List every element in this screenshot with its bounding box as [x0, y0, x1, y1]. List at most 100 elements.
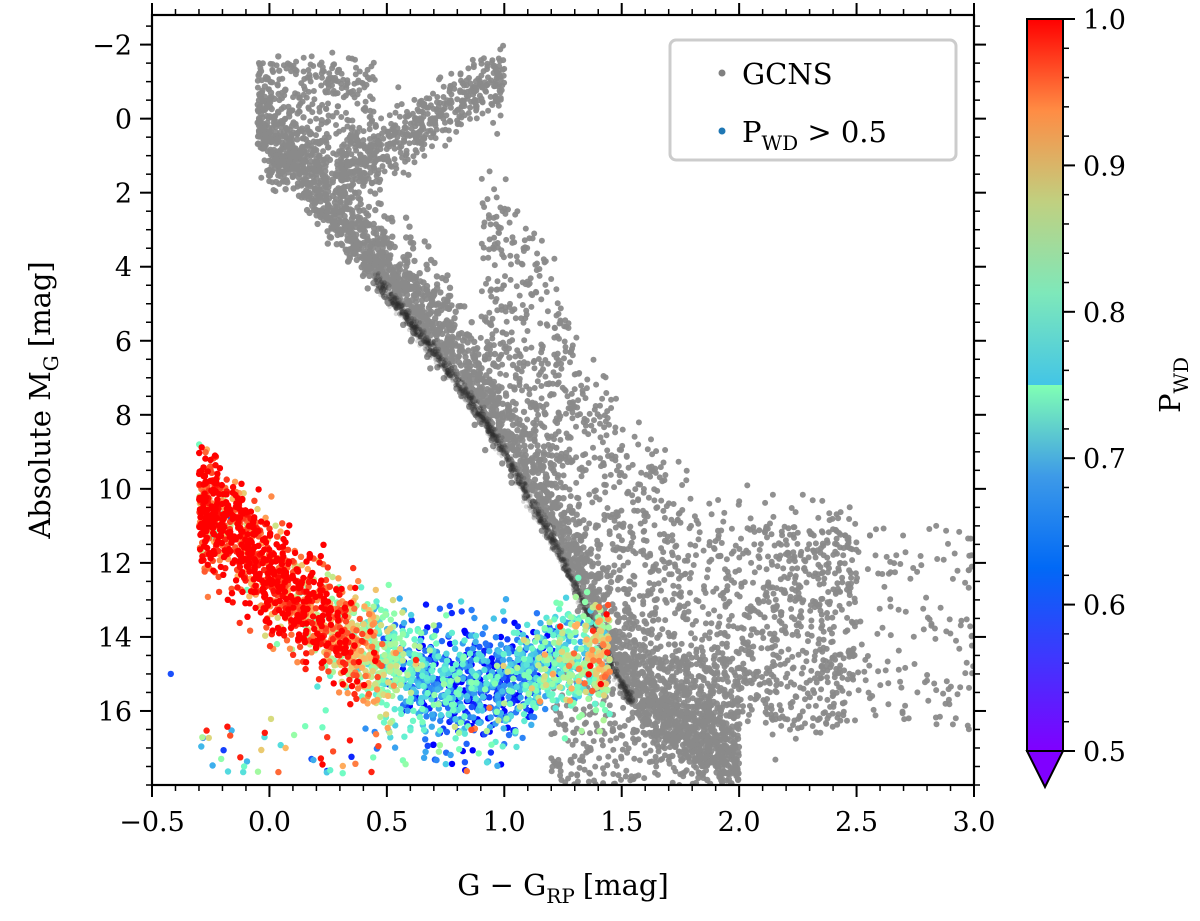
gcns-point — [438, 112, 445, 119]
gcns-point — [311, 189, 318, 196]
gcns-point — [748, 559, 755, 566]
gcns-point — [651, 720, 659, 728]
gcns-point — [555, 372, 562, 379]
gcns-point — [879, 624, 886, 631]
gcns-point — [832, 609, 839, 616]
gcns-point — [750, 643, 757, 650]
gcns-point — [359, 226, 367, 233]
gcns-point — [354, 100, 361, 107]
gcns-point — [472, 83, 479, 90]
gcns-point — [835, 565, 842, 572]
gcns-point — [326, 233, 333, 240]
gcns-point — [531, 438, 538, 445]
gcns-point — [560, 495, 567, 502]
gcns-point — [653, 505, 660, 511]
gcns-point — [354, 204, 361, 211]
gcns-point — [551, 255, 558, 262]
gcns-point — [870, 706, 877, 713]
gcns-point — [644, 513, 651, 520]
gcns-point — [467, 104, 474, 111]
gcns-point — [615, 574, 622, 581]
gcns-point — [954, 567, 961, 574]
gcns-point — [555, 410, 562, 417]
gcns-point — [706, 500, 713, 507]
gcns-point — [920, 605, 927, 612]
gcns-point — [478, 288, 485, 295]
gcns-point — [528, 455, 536, 462]
gcns-point — [748, 607, 755, 614]
gcns-point — [724, 583, 731, 590]
gcns-point — [923, 594, 930, 601]
gcns-point — [604, 505, 611, 511]
gcns-point — [551, 334, 558, 341]
gcns-point — [595, 588, 602, 595]
gcns-point — [444, 304, 452, 312]
gcns-point — [565, 507, 572, 514]
gcns-point — [898, 684, 905, 691]
gcns-point — [366, 254, 373, 261]
gcns-point — [527, 443, 535, 450]
gcns-point — [552, 418, 559, 425]
gcns-point — [513, 415, 520, 422]
gcns-point — [489, 425, 497, 433]
gcns-point — [364, 212, 372, 219]
gcns-point — [752, 696, 759, 703]
gcns-point — [659, 626, 666, 633]
gcns-point — [815, 716, 822, 723]
gcns-point — [776, 555, 783, 562]
gcns-point — [768, 558, 775, 565]
gcns-point — [887, 632, 894, 639]
gcns-point — [761, 614, 768, 621]
gcns-point — [741, 611, 748, 618]
gcns-point — [760, 697, 767, 704]
gcns-point — [431, 326, 439, 333]
gcns-point — [447, 118, 454, 125]
gcns-point — [820, 666, 827, 673]
gcns-point — [632, 550, 639, 557]
gcns-point — [508, 261, 514, 268]
gcns-point — [604, 447, 611, 454]
gcns-point — [583, 556, 590, 563]
gcns-point — [446, 136, 453, 143]
gcns-point — [461, 112, 468, 119]
gcns-point — [669, 537, 676, 544]
gcns-point — [660, 507, 667, 514]
gcns-point — [795, 585, 801, 592]
gcns-point — [589, 499, 596, 506]
gcns-point — [487, 221, 494, 228]
gcns-point — [819, 622, 826, 629]
gcns-point — [514, 258, 521, 265]
gcns-point — [931, 625, 938, 632]
gcns-point — [312, 72, 319, 79]
gcns-point — [584, 376, 591, 383]
gcns-point — [644, 446, 651, 453]
gcns-point — [565, 572, 572, 579]
gcns-point — [688, 630, 695, 637]
gcns-point — [655, 580, 662, 587]
gcns-point — [604, 408, 611, 415]
gcns-point — [364, 233, 371, 240]
gcns-point — [797, 684, 804, 691]
gcns-point — [497, 112, 504, 119]
gcns-point — [538, 237, 545, 244]
gcns-point — [462, 371, 469, 378]
gcns-point — [730, 731, 737, 738]
gcns-point — [641, 716, 648, 723]
gcns-point — [467, 362, 474, 369]
gcns-point — [343, 199, 350, 206]
gcns-point — [360, 248, 367, 255]
gcns-point — [873, 526, 879, 533]
gcns-point — [794, 540, 801, 547]
gcns-point — [884, 658, 891, 665]
gcns-point — [699, 604, 706, 610]
gcns-point — [648, 468, 655, 475]
gcns-point — [523, 383, 530, 390]
gcns-point — [461, 349, 468, 357]
gcns-point — [693, 597, 700, 604]
gcns-point — [386, 263, 394, 270]
gcns-point — [966, 684, 972, 691]
gcns-point — [553, 456, 560, 463]
gcns-point — [756, 546, 763, 553]
gcns-point — [662, 597, 669, 603]
